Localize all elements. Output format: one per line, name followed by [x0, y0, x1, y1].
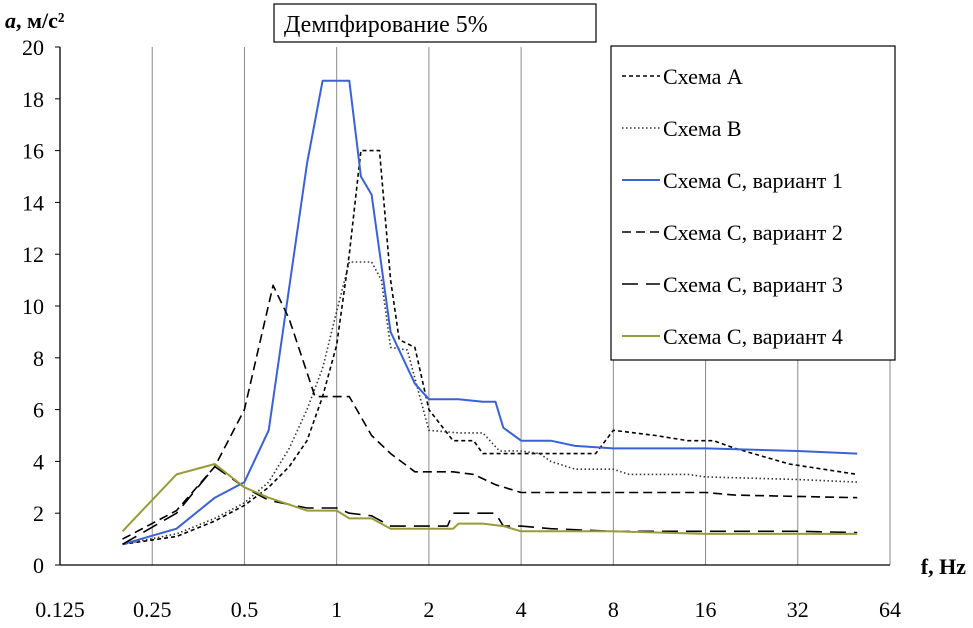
y-tick-label: 18 [22, 87, 44, 112]
y-tick-label: 16 [22, 139, 44, 164]
x-tick-label: 32 [787, 597, 809, 622]
y-tick-label: 10 [22, 294, 44, 319]
axes [55, 46, 890, 566]
x-tick-label: 8 [608, 597, 619, 622]
x-tick-label: 64 [879, 597, 901, 622]
x-tick-label: 0.125 [35, 597, 85, 622]
legend-label-3: Схема С, вариант 1 [663, 168, 843, 193]
series-line-4 [122, 284, 858, 540]
chart-title-box: Демпфирование 5% [273, 3, 597, 43]
y-tick-label: 14 [22, 190, 44, 215]
x-tick-label: 2 [423, 597, 434, 622]
y-tick-label: 8 [33, 346, 44, 371]
y-tick-label: 0 [33, 553, 44, 578]
y-tick-label: 2 [33, 501, 44, 526]
y-tick-label: 4 [33, 449, 44, 474]
series-line-2 [122, 261, 858, 546]
series-line-1 [122, 149, 858, 546]
legend-label-6: Схема С, вариант 4 [663, 324, 843, 349]
legend-label-2: Схема В [663, 116, 742, 141]
y-axis-title-symbol: a [5, 8, 16, 33]
series-line-6 [121, 463, 858, 535]
x-tick-label: 4 [516, 597, 527, 622]
x-tick-label: 16 [695, 597, 717, 622]
x-axis-title: f, Hz [921, 554, 966, 579]
x-tick-label: 0.25 [133, 597, 172, 622]
y-axis-title-unit: , м/с² [16, 8, 65, 33]
y-tick-label: 20 [22, 35, 44, 60]
series-line-3 [122, 79, 858, 546]
legend: Схема А Схема В Схема С, вариант 1 Схема С,… [610, 45, 896, 361]
legend-label-5: Схема С, вариант 3 [663, 272, 843, 297]
series-line-5 [122, 465, 858, 545]
y-tick-label: 12 [22, 242, 44, 267]
legend-label-1: Схема А [663, 64, 743, 89]
series-lines [121, 79, 858, 546]
y-tick-label: 6 [33, 398, 44, 423]
x-tick-label: 0.5 [231, 597, 259, 622]
chart-title: Демпфирование 5% [284, 12, 488, 38]
y-axis-title: a, м/с² [5, 8, 65, 33]
legend-label-4: Схема С, вариант 2 [663, 220, 843, 245]
x-tick-label: 1 [331, 597, 342, 622]
